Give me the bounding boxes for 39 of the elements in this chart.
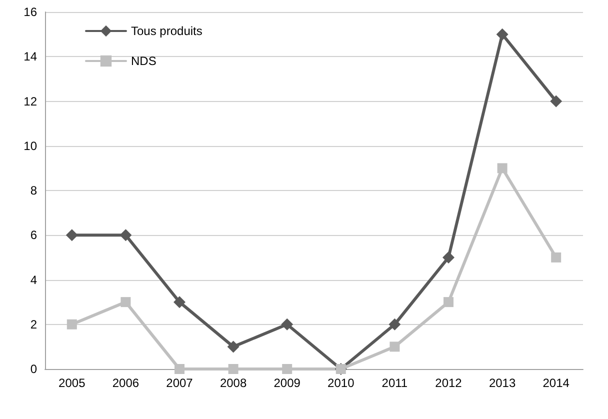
point — [497, 163, 508, 174]
point — [281, 318, 294, 330]
x-tick-label: 2009 — [274, 376, 301, 390]
point — [66, 229, 78, 242]
x-tick-label: 2011 — [382, 376, 408, 390]
y-tick-label: 2 — [30, 317, 38, 332]
point — [120, 297, 131, 308]
y-tick-label: 14 — [24, 50, 38, 64]
point — [174, 364, 184, 374]
point — [444, 297, 454, 308]
y-tick-label: 10 — [24, 138, 38, 153]
point — [228, 364, 238, 374]
point — [550, 95, 562, 108]
x-tick-label: 2014 — [542, 376, 570, 390]
legend-label: NDS — [131, 54, 156, 68]
x-tick-label: 2007 — [166, 376, 194, 390]
x-tick-label: 2006 — [112, 376, 140, 390]
point — [388, 318, 401, 330]
point — [551, 252, 562, 262]
point — [282, 364, 292, 374]
x-tick-label: 2013 — [488, 376, 516, 390]
x-tick-label: 2012 — [435, 376, 462, 390]
y-tick-label: 16 — [24, 5, 38, 19]
y-tick-label: 4 — [30, 272, 38, 287]
x-tick-label: 2005 — [58, 376, 86, 390]
point — [66, 319, 77, 330]
point — [390, 342, 400, 352]
y-tick-label: 0 — [30, 362, 38, 376]
point — [120, 229, 132, 242]
point — [174, 296, 186, 308]
y-tick-label: 12 — [24, 94, 38, 108]
y-tick-label: 6 — [30, 228, 38, 242]
x-tick-label: 2008 — [220, 376, 247, 390]
y-tick-label: 8 — [30, 184, 38, 198]
x-tick-label: 2010 — [328, 376, 355, 390]
point — [496, 28, 508, 40]
point — [442, 251, 454, 264]
point — [227, 340, 240, 353]
legend-label: Tous produits — [131, 24, 202, 38]
